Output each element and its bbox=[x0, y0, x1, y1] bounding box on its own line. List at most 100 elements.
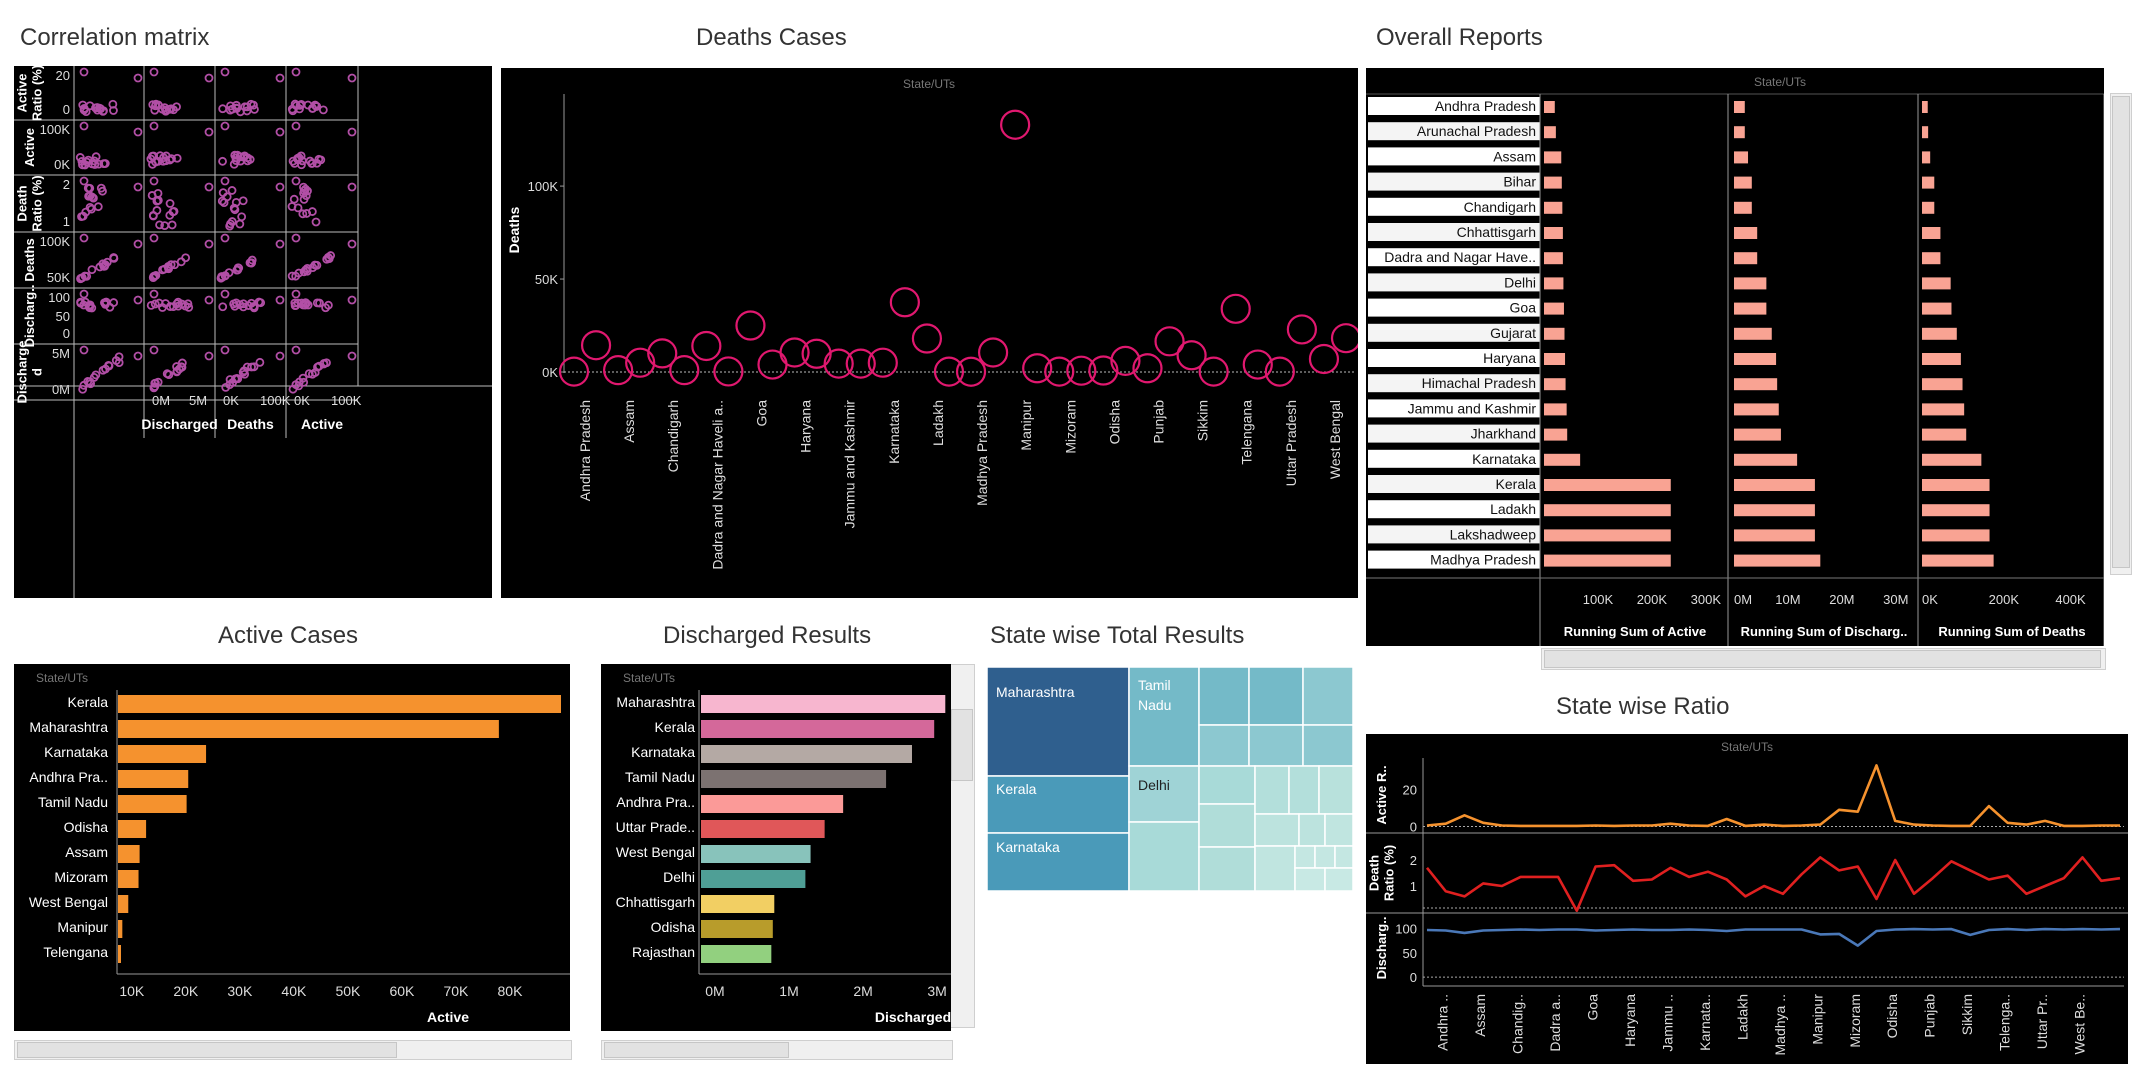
matrix-point bbox=[104, 361, 114, 371]
treemap-cell bbox=[1198, 765, 1256, 805]
discharged-header: State/UTs bbox=[623, 671, 675, 685]
matrix-point bbox=[296, 151, 306, 161]
overall-x-tick: 300K bbox=[1691, 592, 1722, 607]
overall-category-label: Madhya Pradesh bbox=[1430, 552, 1536, 568]
deaths-header: State/UTs bbox=[903, 77, 955, 91]
matrix-point bbox=[79, 121, 89, 131]
overall-bar bbox=[1922, 428, 1967, 441]
matrix-point bbox=[275, 351, 285, 361]
discharged-bar bbox=[701, 770, 887, 788]
deaths-x-label: Punjab bbox=[1150, 400, 1166, 444]
deaths-point bbox=[1132, 353, 1163, 384]
state-wise-ratio-chart[interactable]: State/UTs Active R.. 20 0 Death Ratio (%) 2 1 Di… bbox=[1366, 734, 2128, 1064]
active-horizontal-scrollbar[interactable] bbox=[14, 1040, 572, 1060]
matrix-point bbox=[150, 105, 160, 115]
matrix-point bbox=[227, 186, 237, 195]
ratio-x-label: Goa bbox=[1585, 994, 1601, 1021]
discharged-bar bbox=[701, 695, 946, 713]
matrix-point bbox=[299, 377, 309, 387]
matrix-point bbox=[169, 206, 179, 216]
matrix-point bbox=[133, 182, 143, 192]
treemap-cell bbox=[1298, 813, 1326, 847]
matrix-row-tick: 0K bbox=[54, 157, 70, 172]
matrix-point bbox=[149, 121, 159, 131]
matrix-point bbox=[204, 295, 214, 305]
treemap-cell bbox=[1324, 813, 1353, 847]
treemap-cell bbox=[1128, 667, 1200, 767]
overall-vertical-scrollbar[interactable] bbox=[2110, 93, 2132, 575]
overall-reports-chart[interactable]: State/UTs Andhra Pradesh Arunachal Pradesh… bbox=[1366, 68, 2104, 646]
discharged-horizontal-scrollbar[interactable] bbox=[601, 1040, 953, 1060]
treemap-cell bbox=[1254, 845, 1296, 891]
ratio-y-tick: 0 bbox=[1410, 970, 1417, 985]
matrix-point bbox=[231, 298, 241, 308]
title-state-wise-total: State wise Total Results bbox=[990, 622, 1245, 649]
matrix-point bbox=[155, 220, 164, 230]
matrix-point bbox=[310, 100, 320, 110]
matrix-point bbox=[312, 102, 322, 111]
overall-category-label: Jharkhand bbox=[1471, 426, 1536, 442]
overall-x-tick: 100K bbox=[1583, 592, 1614, 607]
treemap-cell bbox=[1198, 724, 1250, 767]
overall-bar bbox=[1544, 201, 1563, 214]
ratio-x-label: Manipur bbox=[1809, 994, 1825, 1045]
deaths-y-label: Deaths bbox=[506, 206, 522, 253]
matrix-point bbox=[247, 258, 257, 268]
state-wise-total-treemap[interactable]: Maharashtra Tamil Nadu Kerala Delhi Karnataka bbox=[987, 667, 1353, 891]
overall-bar bbox=[1734, 479, 1815, 491]
deaths-x-label: Manipur bbox=[1018, 400, 1034, 451]
matrix-point bbox=[299, 186, 309, 196]
matrix-point bbox=[150, 382, 160, 391]
discharged-category-label: Andhra Pra.. bbox=[616, 794, 695, 810]
matrix-col-label: Deaths bbox=[227, 416, 274, 432]
treemap-cell bbox=[1288, 765, 1320, 815]
overall-row-band bbox=[1368, 475, 1540, 493]
discharged-category-label: Tamil Nadu bbox=[625, 769, 695, 785]
matrix-row-label: d bbox=[30, 368, 45, 376]
deaths-point bbox=[1000, 109, 1031, 140]
matrix-point bbox=[99, 159, 109, 169]
active-category-label: Manipur bbox=[57, 919, 108, 935]
active-category-label: Karnataka bbox=[44, 744, 108, 760]
overall-bar bbox=[1734, 403, 1779, 416]
matrix-point bbox=[79, 176, 89, 186]
deaths-point bbox=[977, 337, 1009, 368]
matrix-point bbox=[225, 221, 235, 231]
matrix-point bbox=[301, 191, 311, 201]
discharged-bar bbox=[701, 820, 825, 838]
matrix-point bbox=[98, 365, 108, 375]
matrix-point bbox=[133, 127, 143, 137]
matrix-point bbox=[287, 271, 297, 281]
matrix-point bbox=[314, 154, 324, 164]
overall-category-label: Bihar bbox=[1503, 174, 1536, 190]
matrix-point bbox=[79, 233, 89, 243]
treemap-cell bbox=[987, 667, 1130, 777]
deaths-x-label: Chandigarh bbox=[665, 400, 681, 472]
discharged-category-label: Karnataka bbox=[631, 744, 695, 760]
treemap-label: Kerala bbox=[996, 781, 1037, 797]
discharged-results-chart[interactable]: State/UTs Maharashtra Kerala Karnataka Tamil… bbox=[601, 664, 951, 1031]
ratio-x-label: Jammu .. bbox=[1659, 994, 1675, 1052]
active-bar bbox=[118, 895, 129, 913]
deaths-point bbox=[779, 337, 810, 368]
overall-bar bbox=[1544, 378, 1566, 391]
overall-bar bbox=[1922, 378, 1963, 391]
discharged-vertical-scrollbar[interactable] bbox=[949, 664, 975, 1028]
treemap-cell bbox=[1128, 765, 1200, 823]
matrix-point bbox=[288, 106, 298, 116]
matrix-col-tick: 0M bbox=[152, 393, 170, 408]
overall-horizontal-scrollbar[interactable] bbox=[1541, 648, 2106, 670]
matrix-point bbox=[172, 153, 182, 163]
deaths-cases-chart[interactable]: State/UTs 0K 50K 100K Deaths Andhra Pradesh As… bbox=[501, 68, 1358, 598]
overall-row-band bbox=[1368, 349, 1540, 367]
overall-bar bbox=[1922, 453, 1982, 466]
matrix-point bbox=[290, 301, 300, 311]
active-cases-chart[interactable]: State/UTs Kerala Maharashtra Karnataka Andhr… bbox=[14, 664, 570, 1031]
matrix-point bbox=[347, 73, 357, 83]
deaths-point bbox=[845, 348, 876, 379]
deaths-y-tick: 0K bbox=[542, 365, 558, 380]
active-bar bbox=[118, 795, 187, 813]
active-x-tick: 30K bbox=[227, 983, 253, 999]
matrix-point bbox=[148, 210, 158, 220]
